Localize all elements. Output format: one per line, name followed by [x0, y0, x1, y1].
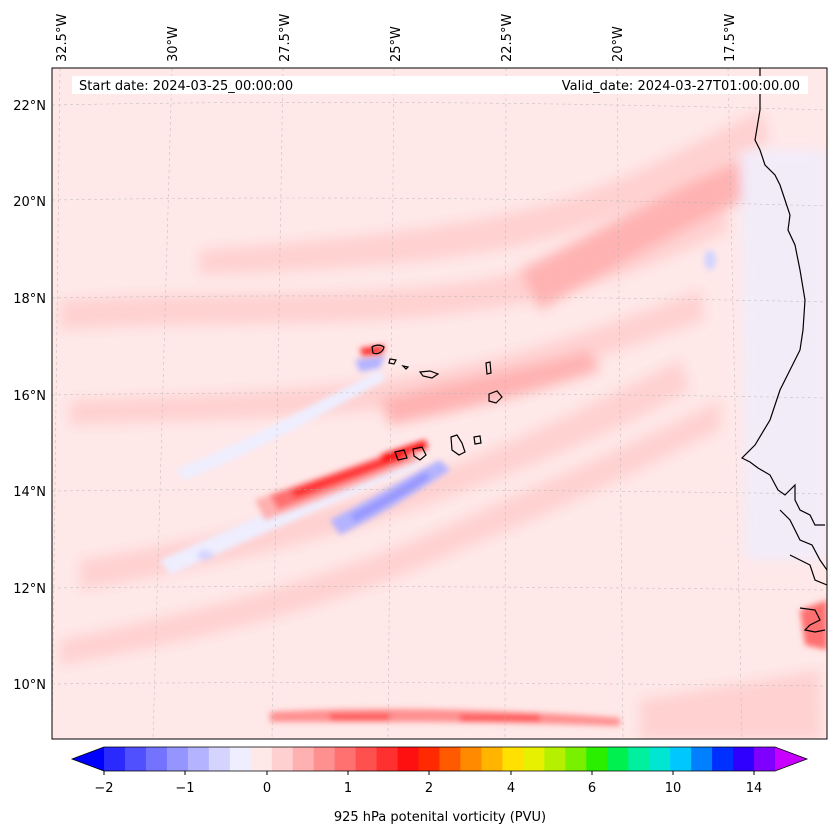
colorbar-tick-label: 1: [344, 781, 352, 796]
lat-label: 14°N: [13, 485, 46, 500]
colorbar-swatch: [586, 747, 608, 771]
date-label-box: [72, 76, 808, 94]
colorbar-swatch: [418, 747, 440, 771]
colorbar-swatch: [544, 747, 566, 771]
colorbar-ticks: [103, 771, 755, 775]
colorbar-swatches: [104, 747, 776, 771]
colorbar-swatch: [229, 747, 252, 771]
island-santa-luzia: [401, 365, 410, 370]
colorbar-swatch: [649, 747, 671, 771]
island-santiago: [450, 434, 466, 456]
colorbar-swatch: [565, 747, 587, 771]
colorbar-swatch: [502, 747, 524, 771]
map-frame: [51, 67, 828, 740]
colorbar-swatch: [607, 747, 629, 771]
lon-label: 25°W: [389, 26, 404, 62]
colorbar-swatch: [733, 747, 755, 771]
colorbar-swatch: [250, 747, 273, 771]
colorbar-swatch: [187, 747, 210, 771]
colorbar-tick-label: 6: [588, 781, 596, 796]
colorbar-swatch: [691, 747, 713, 771]
lat-label: 20°N: [13, 195, 46, 210]
lat-label: 16°N: [13, 389, 46, 404]
colorbar-swatch: [104, 747, 126, 771]
colorbar-swatch: [355, 747, 378, 771]
island-sal: [485, 361, 492, 375]
cape-verde-islands: [371, 344, 503, 461]
island-brava: [394, 449, 408, 461]
island-fogo: [412, 446, 427, 461]
lon-label: 32.5°W: [55, 14, 70, 62]
colorbar-extend-high: [775, 747, 807, 771]
latitude-labels: 22°N 20°N 18°N 16°N 14°N 12°N 10°N: [13, 99, 46, 693]
lon-label: 17.5°W: [723, 14, 738, 62]
colorbar-swatch: [313, 747, 336, 771]
colorbar-swatch: [208, 747, 231, 771]
lat-label: 10°N: [13, 678, 46, 693]
colorbar-swatch: [712, 747, 734, 771]
colorbar-swatch: [439, 747, 461, 771]
colorbar-swatch: [460, 747, 482, 771]
colorbar-label: 925 hPa potenital vorticity (PVU): [334, 810, 546, 825]
colorbar-swatch: [481, 747, 503, 771]
graticule: [52, 68, 827, 739]
colorbar-tick-label: 2: [425, 781, 433, 796]
lon-label: 22.5°W: [500, 14, 515, 62]
island-boa-vista: [488, 390, 503, 404]
longitude-labels: 32.5°W 30°W 27.5°W 25°W 22.5°W 20°W 17.5…: [55, 14, 738, 62]
pv-field-positive: [255, 345, 827, 726]
colorbar-tick-label: 4: [507, 781, 515, 796]
lat-label: 12°N: [13, 582, 46, 597]
colorbar-swatch: [124, 747, 147, 771]
colorbar-tick-label: −2: [94, 781, 113, 796]
lat-label: 22°N: [13, 99, 46, 114]
start-date-label: Start date: 2024-03-25_00:00:00: [79, 79, 293, 94]
colorbar-swatch: [292, 747, 315, 771]
valid-date-label: Valid_date: 2024-03-27T01:00:00.00: [562, 79, 800, 94]
colorbar-swatch: [523, 747, 545, 771]
colorbar-swatch: [145, 747, 168, 771]
colorbar: −2 −1 0 1 2 4 6 10 14 925 hPa potenital …: [70, 746, 809, 825]
colorbar-swatch: [397, 747, 420, 771]
colorbar-swatch: [670, 747, 692, 771]
colorbar-tick-labels: −2 −1 0 1 2 4 6 10 14: [94, 781, 762, 796]
colorbar-swatch: [271, 747, 294, 771]
lon-label: 20°W: [611, 26, 626, 62]
lat-label: 18°N: [13, 292, 46, 307]
lon-label: 27.5°W: [278, 14, 293, 62]
island-sao-vicente: [388, 358, 397, 365]
lon-label: 30°W: [166, 26, 181, 62]
island-sao-nicolau: [418, 370, 440, 379]
colorbar-swatch: [166, 747, 189, 771]
colorbar-tick-label: 14: [746, 781, 763, 796]
colorbar-swatch: [376, 747, 399, 771]
island-santo-antao: [371, 344, 385, 355]
island-maio: [473, 435, 482, 445]
africa-coastline: [740, 68, 825, 526]
map-panel: [52, 68, 827, 739]
colorbar-swatch: [628, 747, 650, 771]
colorbar-tick-label: 10: [665, 781, 682, 796]
colorbar-swatch: [334, 747, 357, 771]
colorbar-extend-low: [72, 747, 104, 771]
colorbar-tick-label: −1: [175, 781, 194, 796]
colorbar-tick-label: 0: [263, 781, 271, 796]
coastlines: [740, 68, 827, 633]
colorbar-swatch: [754, 747, 776, 771]
